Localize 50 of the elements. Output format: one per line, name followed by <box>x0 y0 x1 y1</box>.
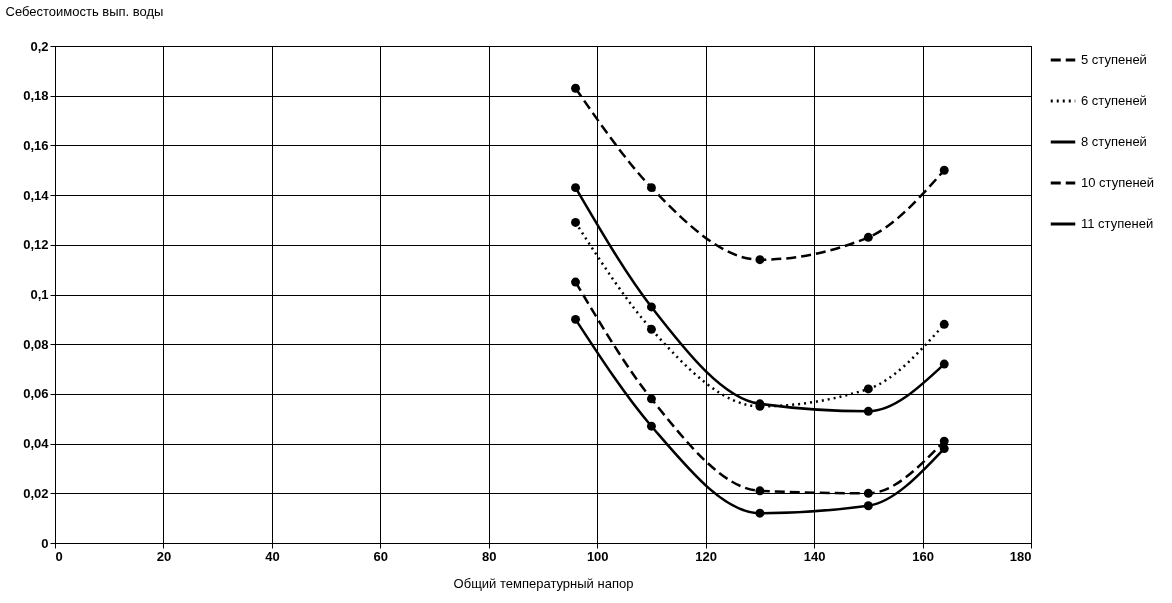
y-tick-label: 0,18 <box>23 88 49 104</box>
point <box>755 486 765 496</box>
x-tick-label: 140 <box>803 548 826 564</box>
legend-label: 8 ступеней <box>1081 134 1147 149</box>
x-axis-title: Общий температурный напор <box>453 575 634 591</box>
y-tick-label: 0,08 <box>23 336 49 352</box>
point <box>646 394 656 404</box>
x-tick-label: 80 <box>482 548 497 564</box>
point <box>863 406 873 416</box>
point <box>646 183 656 193</box>
point <box>646 324 656 334</box>
y-tick-label: 0,12 <box>23 237 49 253</box>
x-tick-label: 40 <box>265 548 280 564</box>
point <box>646 302 656 312</box>
x-tick-label: 160 <box>912 548 934 564</box>
point <box>863 501 873 511</box>
legend-label: 10 ступеней <box>1081 175 1155 190</box>
legend-label: 11 ступеней <box>1081 216 1154 231</box>
x-tick-label: 100 <box>586 548 609 564</box>
point <box>571 277 581 287</box>
legend-label: 6 ступеней <box>1081 93 1147 108</box>
y-tick-label: 0,02 <box>23 485 49 501</box>
point <box>755 508 765 518</box>
x-tick-label: 120 <box>695 548 718 564</box>
point <box>939 444 949 454</box>
y-tick-label: 0,1 <box>30 287 49 302</box>
y-tick-label: 0,06 <box>23 386 49 402</box>
y-tick-label: 0 <box>41 535 49 551</box>
point <box>571 83 581 93</box>
point <box>939 165 949 175</box>
x-tick-label: 0 <box>55 548 63 564</box>
point <box>571 217 581 227</box>
y-tick-label: 0,2 <box>30 38 49 54</box>
point <box>571 314 581 324</box>
x-tick-label: 180 <box>1009 548 1032 564</box>
point <box>571 183 581 193</box>
y-tick-label: 0,04 <box>23 436 50 452</box>
point <box>646 421 656 431</box>
point <box>863 232 873 242</box>
point <box>863 488 873 498</box>
point <box>939 359 949 369</box>
x-tick-label: 20 <box>156 548 172 564</box>
point <box>863 384 873 394</box>
point <box>755 255 765 265</box>
point <box>939 319 949 329</box>
legend-label: 5 ступеней <box>1081 52 1147 67</box>
x-tick-label: 60 <box>373 548 389 564</box>
y-tick-label: 0,16 <box>23 137 49 153</box>
y-tick-label: 0,14 <box>23 187 50 203</box>
y-axis-title: Себестоимость вып. воды <box>5 3 164 19</box>
